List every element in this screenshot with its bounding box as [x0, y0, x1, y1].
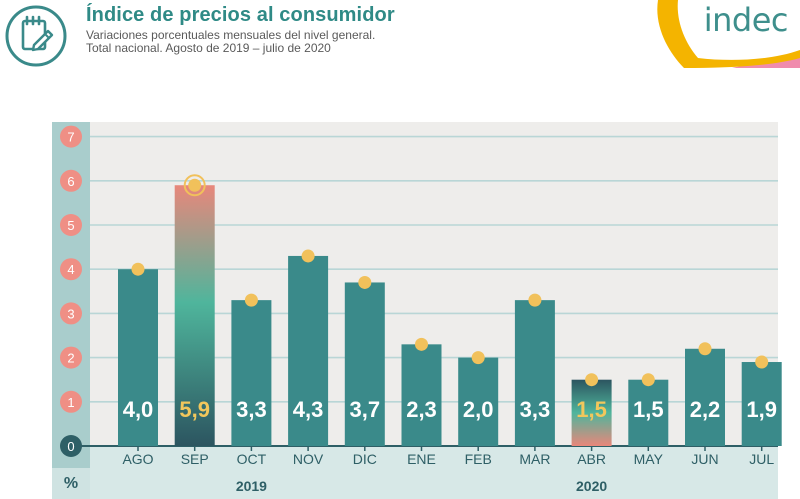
- page-subtitle-line-1: Variaciones porcentuales mensuales del n…: [86, 28, 376, 42]
- category-label: ABR: [577, 451, 606, 467]
- logo-shape: [657, 0, 800, 68]
- value-label: 1,9: [746, 397, 777, 422]
- bar-top-dot: [641, 373, 655, 387]
- bar-sep: [174, 185, 215, 446]
- bar-top-dot: [131, 262, 145, 276]
- bar-top-dot: [188, 178, 202, 192]
- y-tick-label: 6: [67, 174, 74, 189]
- category-label: FEB: [465, 451, 492, 467]
- year-band: [52, 472, 778, 499]
- value-label: 1,5: [633, 397, 664, 422]
- value-label: 3,3: [520, 397, 551, 422]
- category-label: ENE: [407, 451, 436, 467]
- value-label: 4,0: [123, 397, 154, 422]
- value-label: 5,9: [179, 397, 210, 422]
- y-tick-label: 3: [67, 306, 74, 321]
- bar-top-dot: [415, 337, 428, 351]
- unit-label: %: [64, 475, 78, 492]
- bar-top-dot: [585, 373, 599, 387]
- year-label: 2020: [576, 478, 607, 494]
- y-tick-label: 1: [67, 395, 74, 410]
- bar-mar: [514, 300, 555, 446]
- bar-top-dot: [244, 293, 258, 307]
- y-tick-marker: [60, 390, 82, 413]
- bar-top-dot: [301, 249, 315, 263]
- value-label: 3,3: [236, 397, 267, 422]
- category-label: JUL: [749, 451, 774, 467]
- y-tick-marker: [60, 346, 82, 369]
- logo-text: indec: [703, 1, 789, 39]
- bar-top-dot: [755, 355, 769, 369]
- bar-dic: [344, 282, 385, 446]
- value-label: 1,5: [576, 397, 607, 422]
- y-tick-marker: [60, 125, 82, 148]
- bar-abr: [571, 379, 612, 446]
- bar-top-dot: [698, 342, 712, 356]
- y-tick-label: 5: [67, 218, 74, 233]
- y-tick-marker: [60, 258, 82, 281]
- category-label: JUN: [691, 451, 718, 467]
- category-label: NOV: [293, 451, 324, 467]
- value-label: 2,2: [690, 397, 721, 422]
- chart-edit-icon: [5, 5, 67, 67]
- y-tick-marker: [60, 302, 82, 325]
- y-tick-label: 2: [67, 351, 74, 366]
- category-label: MAY: [634, 451, 664, 467]
- category-label: MAR: [519, 451, 550, 467]
- bar-top-dot: [358, 275, 372, 289]
- bar-ene: [401, 344, 442, 446]
- bar-top-ring: [183, 174, 206, 197]
- bar-jul: [741, 362, 782, 446]
- value-label: 2,0: [463, 397, 494, 422]
- category-label: OCT: [237, 451, 267, 467]
- bar-top-dot: [528, 293, 542, 307]
- y-tick-label: 4: [67, 262, 74, 277]
- value-label: 2,3: [406, 397, 437, 422]
- page-subtitle-line-2: Total nacional. Agosto de 2019 – julio d…: [86, 41, 331, 55]
- bar-nov: [288, 255, 329, 446]
- category-band: [90, 447, 778, 472]
- unit-box: [52, 468, 90, 499]
- y-tick-label: 0: [67, 439, 74, 454]
- y-tick-label: 7: [67, 130, 74, 145]
- bar-ago: [118, 269, 158, 446]
- page-title: Índice de precios al consumidor: [86, 4, 395, 26]
- bar-oct: [231, 300, 272, 446]
- category-label: AGO: [122, 451, 153, 467]
- bar-jun: [685, 348, 725, 446]
- year-label: 2019: [236, 478, 267, 494]
- y-tick-marker: [60, 214, 82, 236]
- y-tick-marker: [60, 169, 82, 192]
- category-label: DIC: [353, 451, 377, 467]
- bar-feb: [458, 357, 499, 446]
- value-label: 4,3: [293, 397, 324, 422]
- value-label: 3,7: [350, 397, 381, 422]
- y-tick-marker: [60, 435, 82, 457]
- bar-top-dot: [471, 351, 485, 365]
- bar-may: [628, 379, 669, 446]
- category-label: SEP: [181, 451, 209, 467]
